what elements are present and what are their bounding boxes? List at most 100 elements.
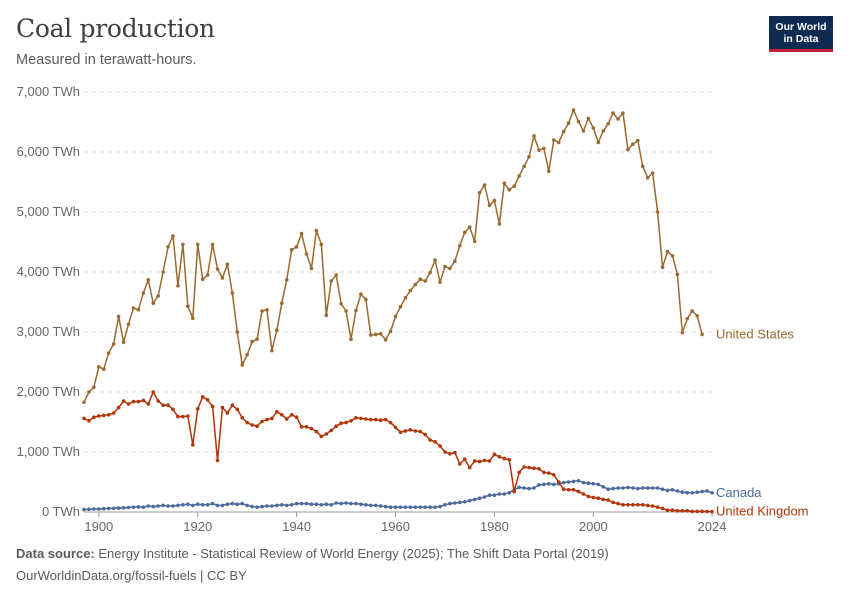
data-point-united-kingdom xyxy=(195,407,200,411)
data-point-united-kingdom xyxy=(547,471,551,475)
data-point-united-kingdom xyxy=(611,500,615,505)
data-point-canada xyxy=(532,486,536,490)
data-point-united-states xyxy=(289,248,294,252)
data-point-united-states xyxy=(329,279,334,283)
data-point-united-kingdom xyxy=(477,459,482,464)
line-chart: 0 TWh 1,000 TWh 2,000 TWh 3,000 TWh 4,000 TW… xyxy=(17,84,809,534)
data-point-united-states xyxy=(551,138,556,142)
data-point-united-states xyxy=(482,183,487,187)
data-point-united-kingdom xyxy=(507,458,512,462)
data-source-label: Data source: xyxy=(16,546,95,561)
data-point-united-states xyxy=(126,322,131,327)
data-point-united-kingdom xyxy=(92,415,96,420)
data-point-united-states xyxy=(487,203,492,208)
data-point-united-states xyxy=(220,276,225,280)
x-tick-label: 2000 xyxy=(579,519,608,534)
data-point-united-states xyxy=(230,291,235,295)
data-point-united-states xyxy=(299,231,304,236)
data-point-canada xyxy=(398,505,403,510)
x-tick-label: 2024 xyxy=(698,519,727,534)
data-point-united-states xyxy=(225,262,230,267)
data-point-united-states xyxy=(626,147,630,152)
data-point-united-kingdom xyxy=(126,402,131,406)
data-point-united-kingdom xyxy=(334,424,338,429)
data-point-united-states xyxy=(186,304,190,309)
owid-logo[interactable]: Our World in Data xyxy=(769,16,833,52)
data-point-united-states xyxy=(181,242,185,247)
data-point-canada xyxy=(186,502,190,507)
y-tick-label: 2,000 TWh xyxy=(17,384,80,399)
data-point-united-states xyxy=(680,330,685,335)
data-point-canada xyxy=(497,492,502,496)
data-point-united-kingdom xyxy=(497,455,502,459)
y-tick-label: 1,000 TWh xyxy=(17,444,80,459)
data-point-canada xyxy=(606,487,610,492)
data-point-canada xyxy=(195,502,200,507)
data-point-canada xyxy=(240,501,245,506)
data-point-united-states xyxy=(433,258,437,262)
data-point-united-kingdom xyxy=(462,457,467,462)
series-united-states xyxy=(82,108,704,405)
data-point-canada xyxy=(349,501,353,506)
data-point-canada xyxy=(621,486,625,490)
x-axis-tick-labels: 1900 1920 1940 1960 1980 2000 2024 xyxy=(84,512,726,534)
y-tick-label: 0 TWh xyxy=(42,504,80,519)
data-point-united-kingdom xyxy=(517,470,521,475)
data-point-united-kingdom xyxy=(230,403,235,408)
data-point-united-states xyxy=(640,164,645,169)
data-point-united-kingdom xyxy=(428,438,432,442)
data-point-united-states xyxy=(141,291,146,295)
data-point-canada xyxy=(443,503,447,507)
data-point-canada xyxy=(660,487,665,492)
data-point-united-kingdom xyxy=(655,505,660,510)
data-point-united-states xyxy=(171,234,175,238)
data-point-canada xyxy=(616,486,620,490)
data-point-united-kingdom xyxy=(329,428,334,433)
data-point-united-kingdom xyxy=(393,425,398,430)
data-point-united-kingdom xyxy=(339,421,343,426)
data-point-united-states xyxy=(334,273,338,277)
data-point-canada xyxy=(626,485,630,490)
data-point-united-kingdom xyxy=(354,416,358,420)
data-point-united-kingdom xyxy=(705,509,709,514)
x-tick-label: 1960 xyxy=(381,519,410,534)
data-point-united-states xyxy=(260,309,264,313)
series-label-canada: Canada xyxy=(716,485,762,500)
data-point-united-states xyxy=(596,140,601,145)
fossil-fuels-link[interactable]: OurWorldinData.org/fossil-fuels xyxy=(16,568,197,583)
data-point-united-states xyxy=(522,164,526,169)
data-point-united-kingdom xyxy=(235,407,240,412)
data-point-united-states xyxy=(324,313,329,318)
data-point-united-states xyxy=(378,332,383,336)
data-point-united-kingdom xyxy=(289,413,294,417)
data-point-canada xyxy=(289,503,294,507)
data-point-united-states xyxy=(462,230,467,235)
data-point-canada xyxy=(329,503,334,507)
data-point-united-kingdom xyxy=(171,407,175,412)
data-point-united-states xyxy=(364,297,368,302)
data-point-united-kingdom xyxy=(181,414,185,419)
data-point-united-states xyxy=(121,340,126,345)
data-point-canada xyxy=(527,486,531,491)
data-point-canada xyxy=(542,482,546,487)
data-point-united-states xyxy=(472,239,477,244)
data-point-canada xyxy=(369,503,373,508)
data-point-united-states xyxy=(280,301,284,306)
data-point-canada xyxy=(275,503,279,508)
data-point-united-states xyxy=(265,308,269,312)
data-point-canada xyxy=(334,501,338,505)
data-point-canada xyxy=(640,486,645,490)
data-point-united-kingdom xyxy=(601,497,606,502)
data-point-canada xyxy=(309,502,314,507)
data-point-canada xyxy=(650,486,655,490)
data-point-canada xyxy=(190,503,195,508)
data-point-canada xyxy=(522,486,526,490)
data-point-united-kingdom xyxy=(438,444,442,448)
data-point-united-states xyxy=(636,138,640,143)
data-point-united-states xyxy=(670,254,675,258)
data-point-united-kingdom xyxy=(660,506,665,511)
data-point-canada xyxy=(383,504,388,509)
data-point-canada xyxy=(126,505,131,510)
data-point-united-states xyxy=(665,249,670,254)
data-point-canada xyxy=(591,482,596,486)
